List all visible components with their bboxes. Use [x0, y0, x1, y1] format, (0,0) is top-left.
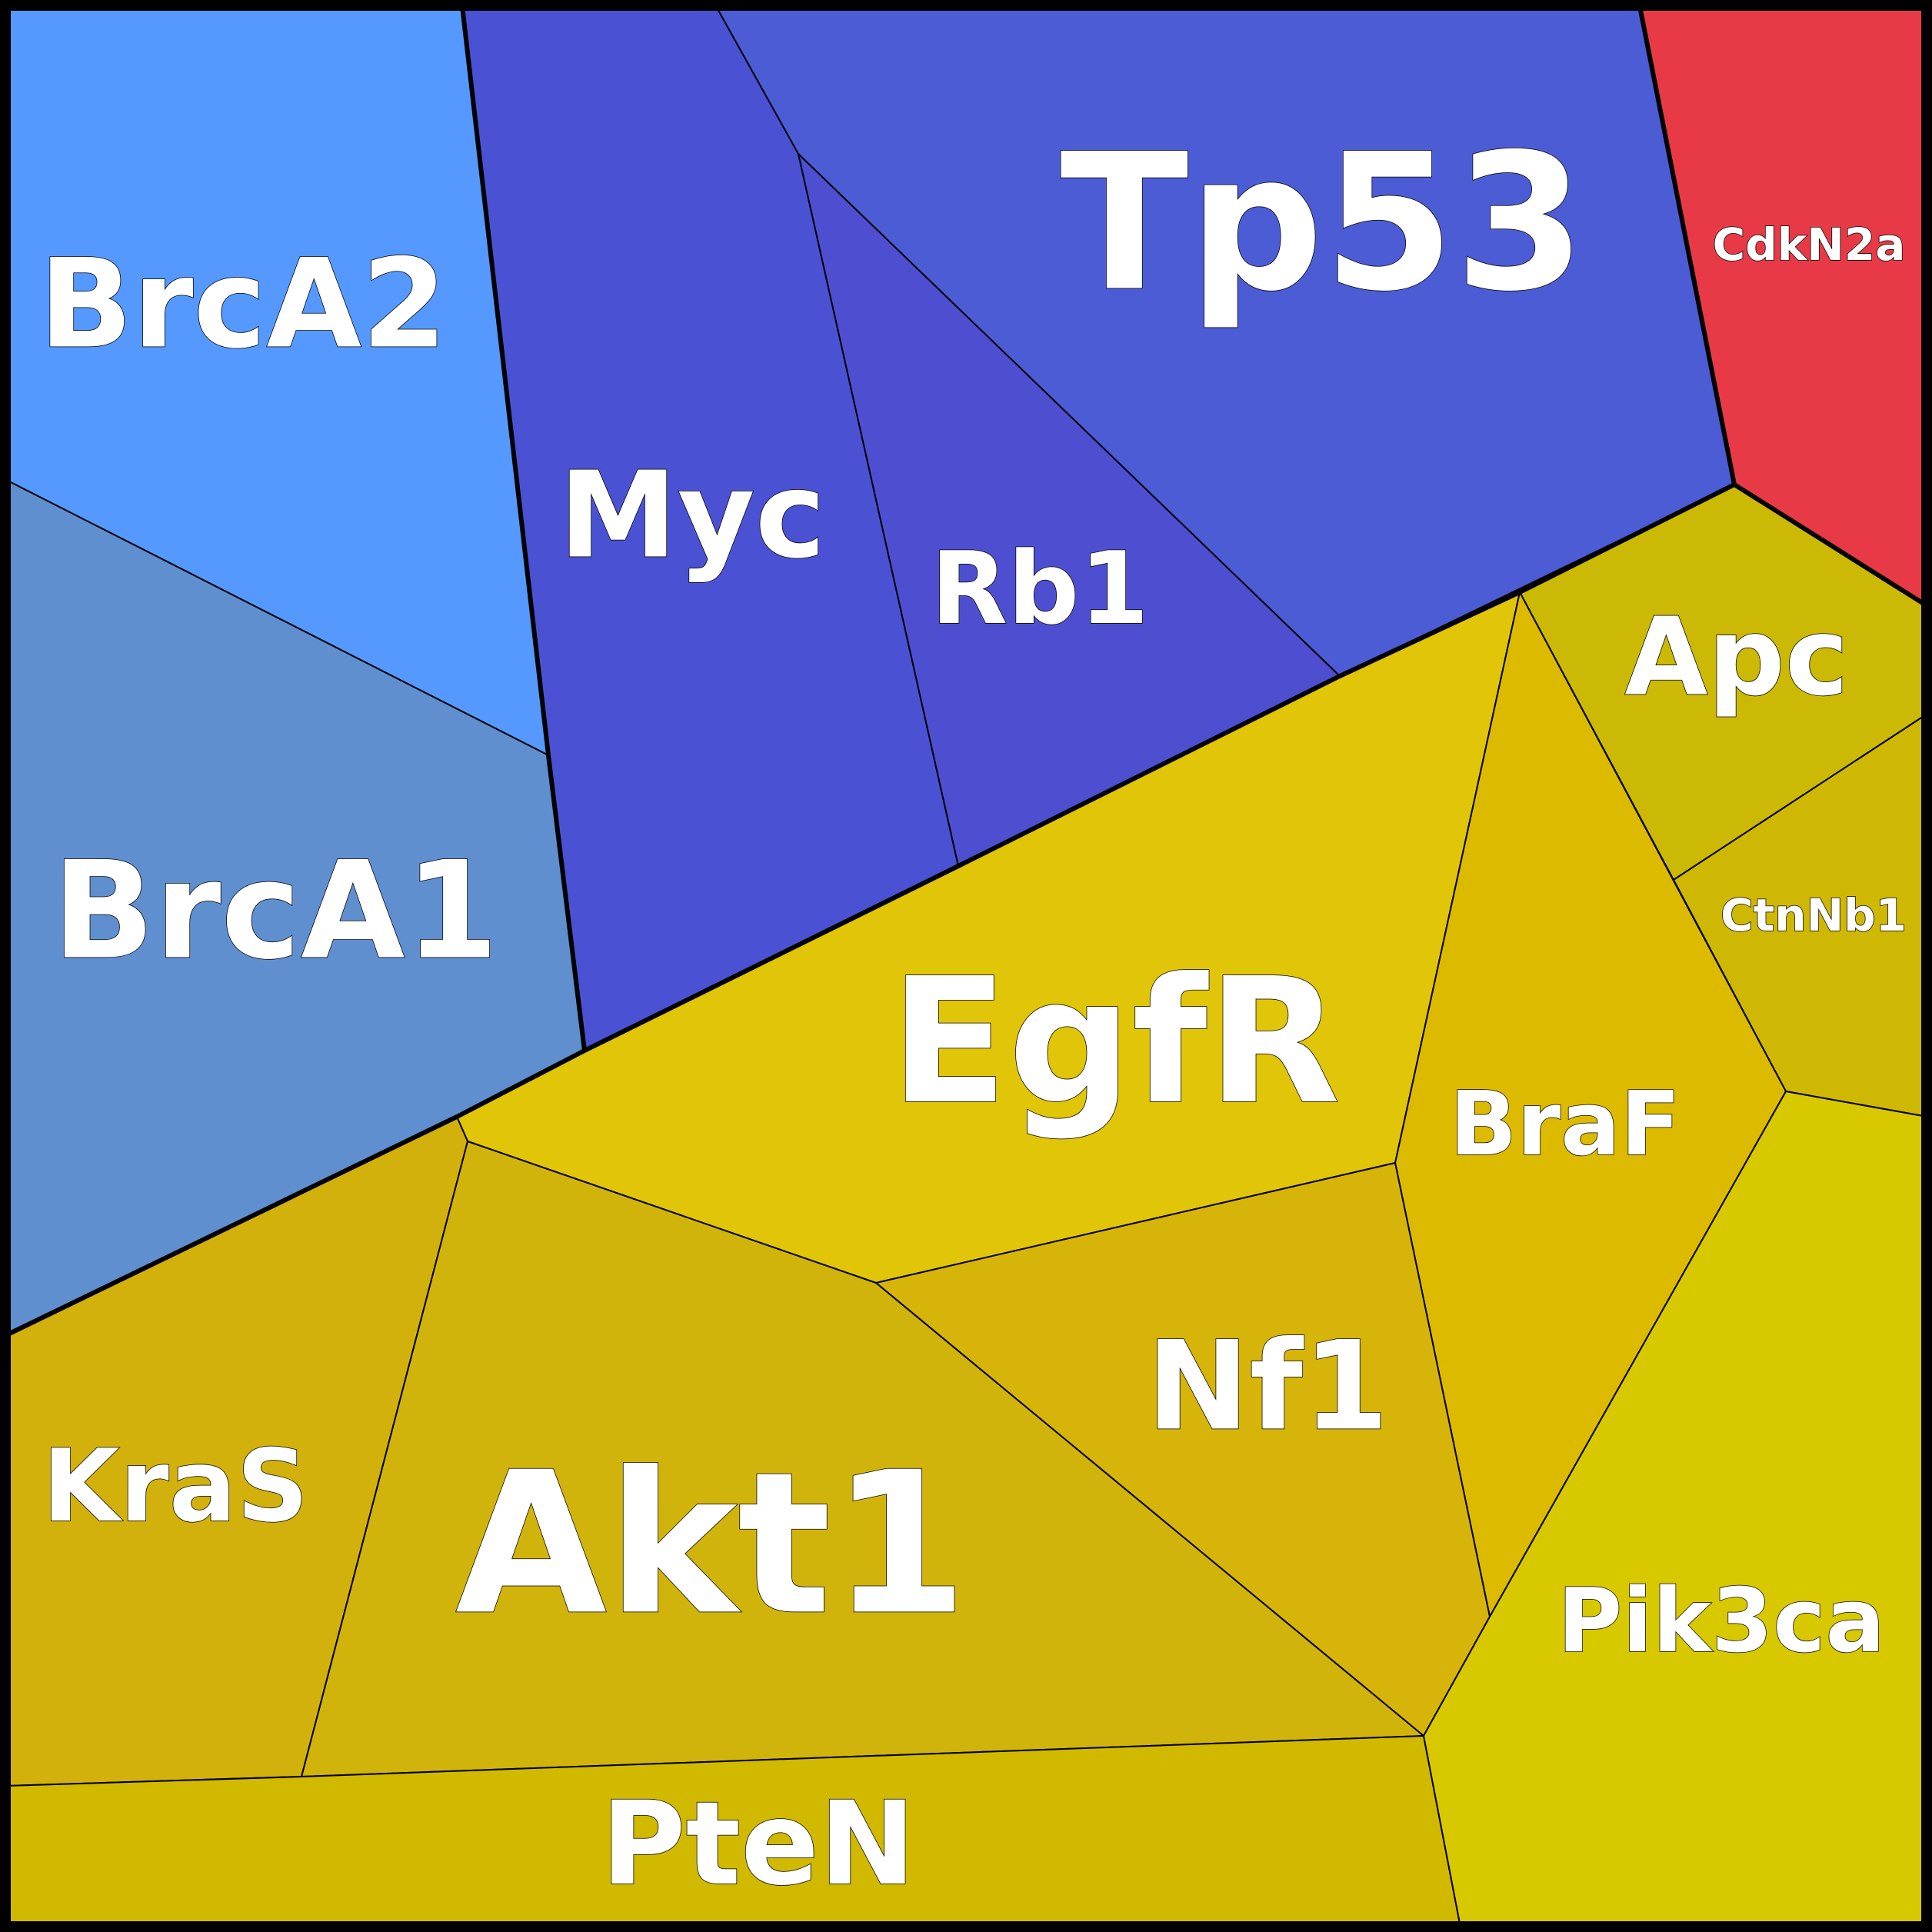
- group-border-blue-red: [1637, 4, 1737, 487]
- label-myc: Myc: [558, 446, 825, 585]
- label-pik3ca: Pik3ca: [1557, 1570, 1885, 1673]
- label-pten: PteN: [601, 1777, 916, 1911]
- group-border-red-yellow: [1732, 482, 1930, 608]
- label-braf: BraF: [1450, 1073, 1681, 1176]
- group-border-lightblue-blue: [460, 4, 587, 1053]
- label-ctnnb1: CtnNb1: [1720, 889, 1907, 941]
- label-egfr: EgfR: [890, 941, 1341, 1143]
- label-brca1: BrcA1: [52, 834, 499, 990]
- label-apc: Apc: [1624, 595, 1849, 721]
- label-kras: KraS: [42, 1427, 308, 1544]
- label-tp53: Tp53: [1060, 114, 1585, 333]
- label-cdkn2a: CdkN2a: [1713, 218, 1906, 271]
- group-border-blue-yellow: [4, 482, 1737, 1337]
- label-brca2: BrcA2: [39, 232, 448, 376]
- label-akt1: Akt1: [455, 1431, 968, 1659]
- label-rb1: Rb1: [931, 530, 1149, 647]
- label-nf1: Nf1: [1147, 1314, 1389, 1458]
